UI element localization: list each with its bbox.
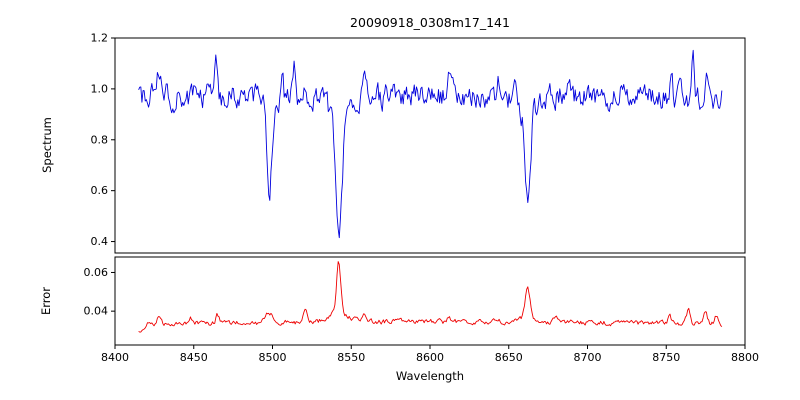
chart-title: 20090918_0308m17_141 [350, 15, 510, 30]
error-line [138, 261, 723, 333]
x-tick-label: 8650 [495, 351, 523, 364]
x-tick-label: 8600 [416, 351, 444, 364]
error-y-axis-label: Error [39, 286, 53, 316]
spectrum-y-tick-label: 1.0 [91, 82, 109, 95]
x-tick-label: 8750 [652, 351, 680, 364]
spectrum-y-tick-label: 1.2 [91, 32, 109, 45]
x-tick-label: 8550 [337, 351, 365, 364]
x-tick-label: 8400 [101, 351, 129, 364]
error-y-tick-label: 0.06 [84, 266, 109, 279]
spectrum-y-tick-label: 0.6 [91, 184, 109, 197]
x-tick-label: 8700 [574, 351, 602, 364]
x-axis-label: Wavelength [395, 369, 465, 383]
x-tick-label: 8450 [180, 351, 208, 364]
spectrum-y-axis-label: Spectrum [40, 117, 54, 173]
x-tick-label: 8500 [259, 351, 287, 364]
error-y-tick-label: 0.04 [84, 305, 109, 318]
x-tick-label: 8800 [731, 351, 759, 364]
spectrum-y-tick-label: 0.8 [91, 133, 109, 146]
spectrum-axes-frame [114, 37, 746, 254]
spectrum-line [138, 49, 723, 239]
spectrum-y-tick-label: 0.4 [91, 235, 109, 248]
error-axes-frame [114, 256, 746, 346]
